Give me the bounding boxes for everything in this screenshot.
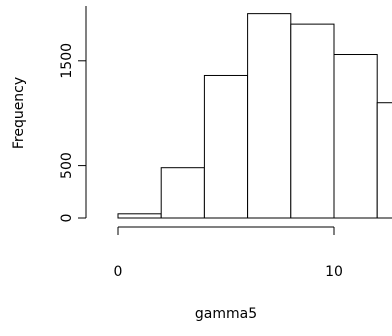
histogram-bar — [203, 74, 249, 219]
y-axis-label: Frequency — [11, 77, 27, 149]
histogram-bar — [247, 13, 292, 219]
bars-group — [117, 13, 392, 219]
histogram-bar — [160, 167, 205, 219]
histogram-bar — [117, 213, 162, 219]
histogram-bar — [333, 54, 378, 219]
x-tick-label: 0 — [114, 264, 123, 280]
y-ticks: 0 500 1500 — [59, 43, 86, 222]
x-ticks: 0102030 — [114, 227, 343, 280]
y-tick-label: 0 — [59, 214, 75, 223]
y-tick-label: 1500 — [59, 43, 75, 79]
x-tick-label: 10 — [325, 264, 343, 280]
histogram-bar — [376, 102, 392, 219]
y-tick-label: 500 — [59, 152, 75, 179]
histogram-bar — [290, 23, 335, 219]
x-axis-label: gamma5 — [195, 306, 257, 322]
